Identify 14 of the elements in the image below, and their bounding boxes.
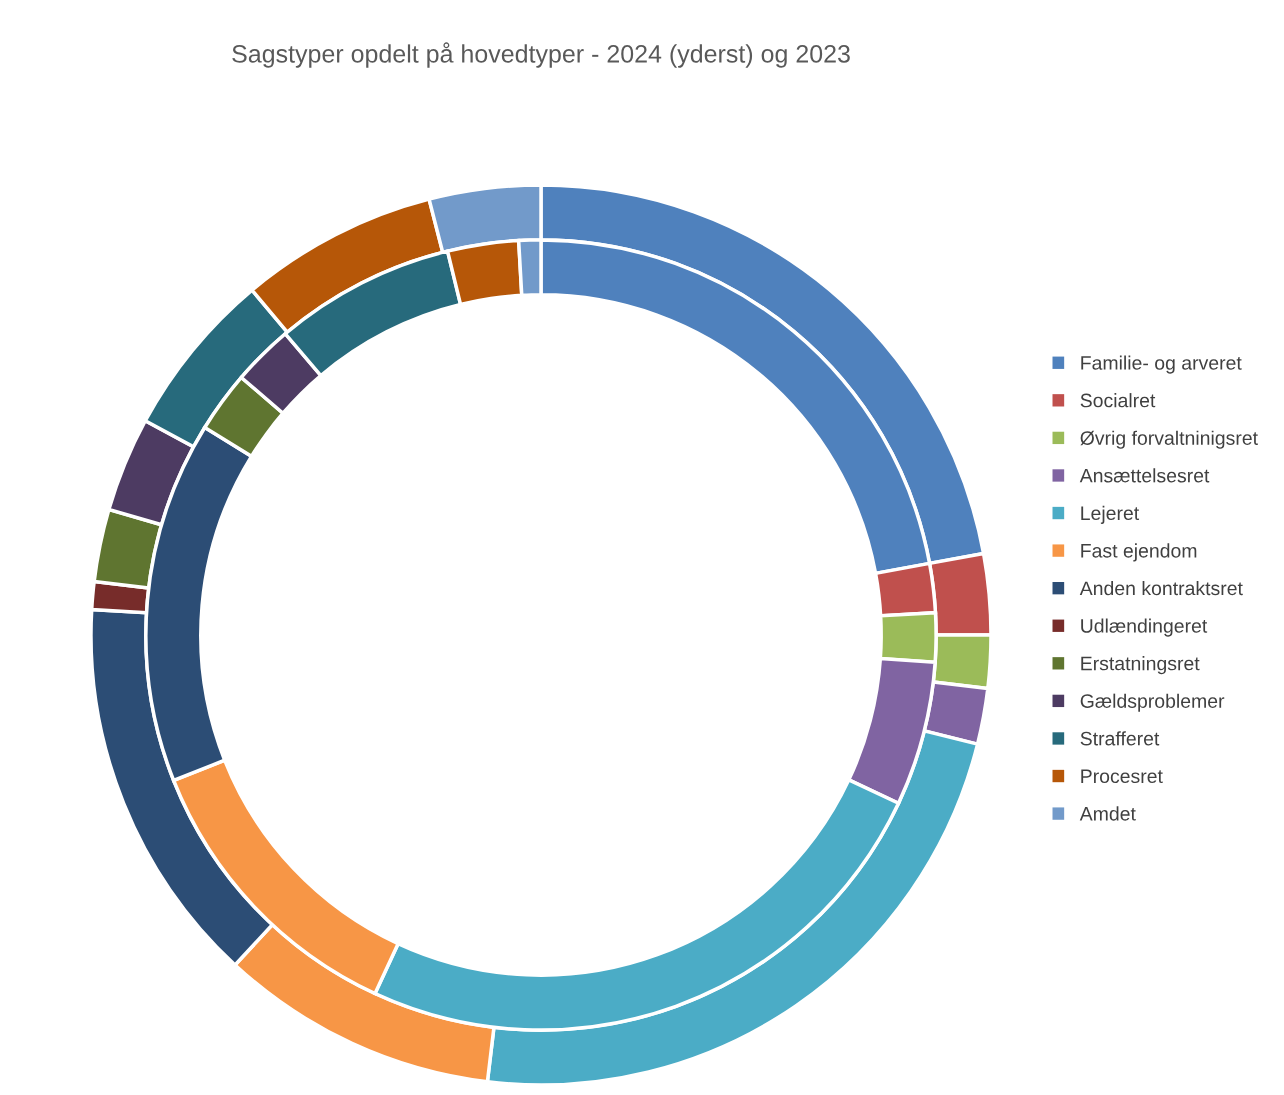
legend-label: Ansættelsesret	[1079, 468, 1210, 483]
chart-title: Sagstyper opdelt på hovedtyper - 2024 (yderst) og 2023	[232, 42, 850, 68]
legend-label: Øvrig forvaltninigsret	[1080, 430, 1258, 449]
legend-label: Erstatningsret	[1081, 656, 1200, 675]
legend-label: Socialret	[1080, 393, 1156, 408]
legend-label: Anden kontraktsret	[1079, 580, 1243, 596]
legend-label: Familie- og arveret	[1081, 355, 1242, 374]
legend-label: Strafferet	[1080, 731, 1160, 746]
legend-label: Procesret	[1081, 769, 1163, 784]
legend-label: Udlændingeret	[1081, 618, 1208, 637]
legend-label: Lejeret	[1081, 505, 1140, 524]
legend-label: Fast ejendom	[1081, 543, 1197, 562]
legend-label: Gældsproblemer	[1080, 693, 1225, 712]
legend-label: Amdet	[1079, 806, 1136, 821]
